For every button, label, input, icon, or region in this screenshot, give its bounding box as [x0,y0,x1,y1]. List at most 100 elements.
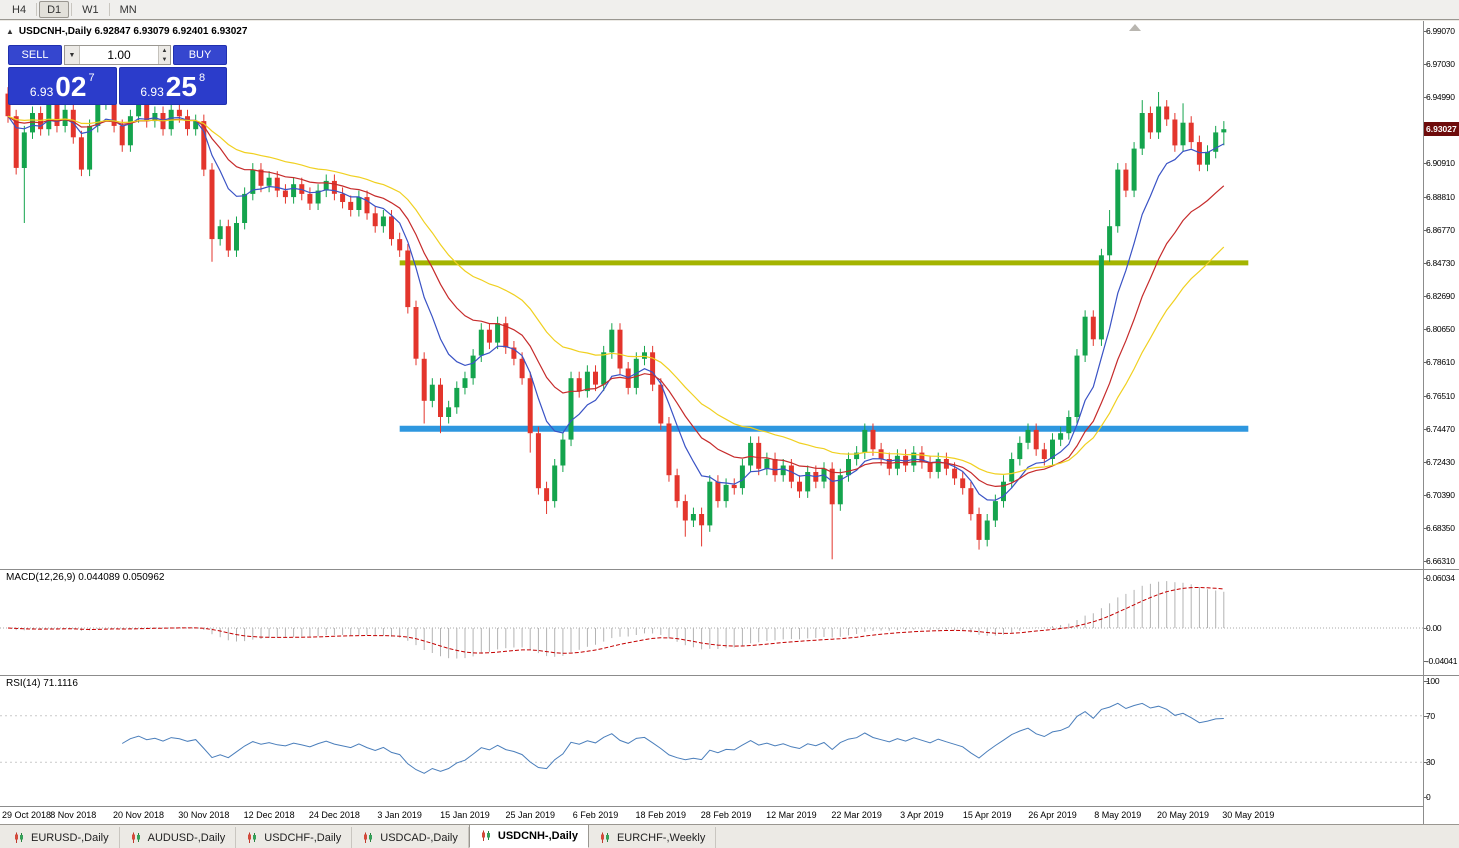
volume-value[interactable]: 1.00 [107,48,131,62]
toolbar-separator [36,3,38,16]
volume-up-icon[interactable]: ▲ [159,46,170,55]
axis-tick [1424,681,1428,682]
tab-label: EURUSD-,Daily [31,831,109,844]
volume-dropdown-icon[interactable]: ▼ [65,46,80,64]
axis-tick [1424,561,1428,562]
axis-tick [1424,762,1428,763]
axis-label: 0.00 [1426,623,1442,633]
tab-audusd-daily[interactable]: AUDUSD-,Daily [120,827,237,848]
chart-workspace: ▲ USDCNH-,Daily 6.92847 6.93079 6.92401 … [0,21,1459,824]
axis-label: 6.78610 [1426,357,1455,367]
axis-label: 6.94990 [1426,92,1455,102]
date-label: 20 Nov 2018 [113,810,165,820]
axis-label: 100 [1426,676,1440,686]
axis-label: 6.68350 [1426,523,1455,533]
sell-button[interactable]: SELL [8,45,62,65]
date-label: 3 Apr 2019 [900,810,944,820]
volume-down-icon[interactable]: ▼ [159,55,170,64]
candlestick-chart-icon [248,832,257,843]
timeframe-w1-button[interactable]: W1 [82,3,99,16]
timeframe-mn-button[interactable]: MN [119,3,137,16]
axis-tick [1424,97,1428,98]
sell-price-prefix: 6.93 [29,85,54,99]
tab-eurusd-daily[interactable]: EURUSD-,Daily [3,827,120,848]
axis-tick [1424,495,1428,496]
date-label: 6 Feb 2019 [572,810,619,820]
pane-separator[interactable] [0,675,1459,676]
date-label: 18 Feb 2019 [635,810,687,820]
tab-label: EURCHF-,Weekly [616,831,706,844]
axis-label: 6.76510 [1426,391,1455,401]
time-axis[interactable]: 29 Oct 2018 8 Nov 2018 20 Nov 2018 30 Nov 2… [0,806,1423,824]
tab-label: USDCAD-,Daily [380,831,458,844]
volume-field[interactable]: ▼ 1.00 ▲ ▼ [64,45,171,65]
axis-label: 6.84730 [1426,258,1455,268]
date-label: 28 Feb 2019 [700,810,752,820]
volume-stepper[interactable]: ▲ ▼ [158,46,170,64]
macd-pane[interactable]: MACD(12,26,9) 0.044089 0.050962 [0,570,1423,675]
axis-tick [1424,296,1428,297]
axis-tick [1424,197,1428,198]
current-price-tag: 6.93027 [1424,122,1459,136]
axis-tick [1424,528,1428,529]
axis-label: 6.82690 [1426,291,1455,301]
date-label: 12 Dec 2018 [243,810,295,820]
rsi-chart[interactable] [0,676,1423,806]
axis-label: 6.74470 [1426,424,1455,434]
axis-tick [1424,462,1428,463]
tab-usdcad-daily[interactable]: USDCAD-,Daily [352,827,469,848]
axis-tick [1424,64,1428,65]
buy-price-button[interactable]: 6.93 25 8 [118,67,227,105]
buy-price-prefix: 6.93 [140,85,164,99]
chart-shift-marker [1129,24,1141,31]
buy-price-pips: 25 [165,71,197,102]
timeframe-h4-button[interactable]: H4 [12,3,27,16]
axis-tick [1424,429,1428,430]
axis-label: 30 [1426,757,1435,767]
chart-title-text: USDCNH-,Daily 6.92847 6.93079 6.92401 6.… [18,26,248,37]
axis-tick [1424,329,1428,330]
date-label: 8 May 2019 [1094,810,1142,820]
axis-label: 0 [1426,792,1431,802]
macd-label: MACD(12,26,9) 0.044089 0.050962 [6,572,165,583]
tab-usdcnh-daily[interactable]: USDCNH-,Daily [468,824,589,848]
tab-eurchf-weekly[interactable]: EURCHF-,Weekly [589,827,717,848]
candlestick-chart-icon [364,832,373,843]
price-pane[interactable]: ▲ USDCNH-,Daily 6.92847 6.93079 6.92401 … [0,21,1423,569]
tab-usdchf-daily[interactable]: USDCHF-,Daily [236,827,353,848]
axis-tick [1424,396,1428,397]
rsi-pane[interactable]: RSI(14) 71.1116 [0,676,1423,806]
date-label: 15 Jan 2019 [440,810,490,820]
axis-label: 70 [1426,711,1435,721]
tab-label: USDCNH-,Daily [497,830,578,842]
sell-price-pips: 02 [55,71,87,102]
price-axis[interactable]: 6.99070 6.97030 6.94990 6.90910 6.88810 6.867… [1423,21,1459,824]
axis-label: 6.99070 [1426,26,1455,36]
axis-tick [1424,628,1428,629]
axis-label: 6.66310 [1426,556,1455,566]
candlestick-chart-icon [15,832,23,843]
date-label: 30 Nov 2018 [178,810,230,820]
collapse-panel-icon[interactable]: ▲ [6,26,14,36]
axis-tick [1424,163,1428,164]
sell-price-button[interactable]: 6.93 02 7 [8,67,117,105]
axis-tick [1424,362,1428,363]
axis-tick [1424,578,1428,579]
toolbar-separator [108,3,110,16]
pane-separator[interactable] [0,569,1459,570]
date-label: 8 Nov 2018 [50,810,97,820]
date-label: 24 Dec 2018 [308,810,360,820]
timeframe-d1-button[interactable]: D1 [39,1,70,18]
macd-chart[interactable] [0,570,1423,675]
axis-tick [1424,230,1428,231]
axis-tick [1424,263,1428,264]
buy-button[interactable]: BUY [173,45,227,65]
axis-label: 6.90910 [1426,158,1455,168]
axis-label: 6.80650 [1426,324,1455,334]
axis-label: 6.86770 [1426,225,1455,235]
date-label: 22 Mar 2019 [831,810,882,820]
axis-label: 6.88810 [1426,192,1455,202]
candlestick-chart[interactable] [0,21,1423,569]
axis-tick [1424,31,1428,32]
